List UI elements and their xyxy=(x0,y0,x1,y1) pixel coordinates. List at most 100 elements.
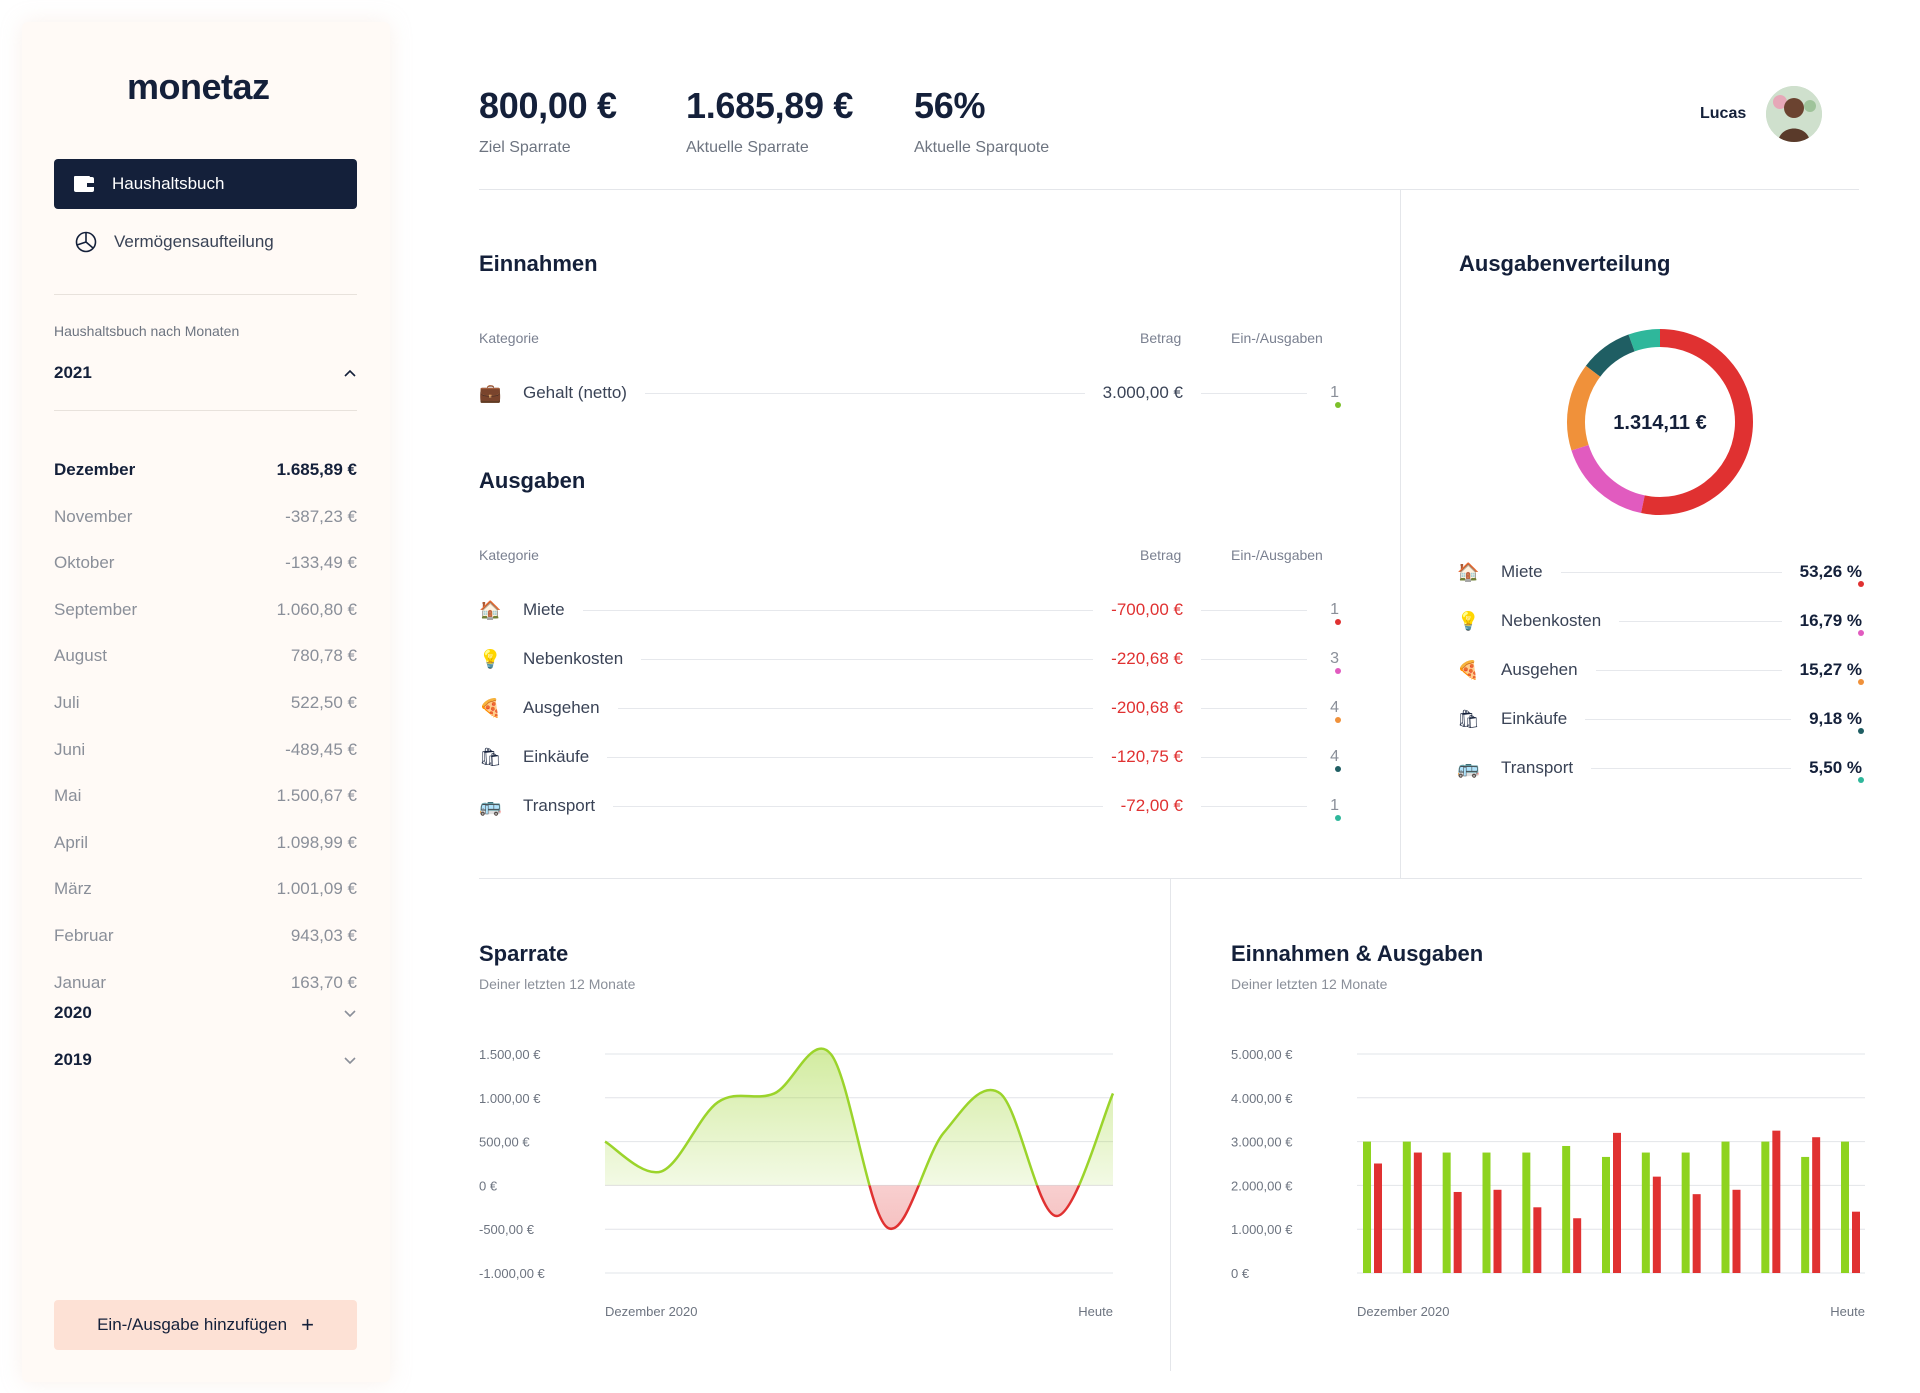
chevron-up-icon xyxy=(344,369,356,377)
nav-item-haushaltsbuch[interactable]: Haushaltsbuch xyxy=(54,159,357,209)
leader-line xyxy=(641,658,1094,660)
category-color-dot xyxy=(1858,777,1864,783)
amount: -72,00 € xyxy=(1120,796,1183,815)
add-transaction-button[interactable]: Ein-/Ausgabe hinzufügen + xyxy=(54,1300,357,1350)
y-tick-label: 0 € xyxy=(1231,1266,1250,1281)
column-header-count: Ein-/Ausgaben xyxy=(1231,330,1323,346)
nav-item-vermoegensaufteilung[interactable]: Vermögensaufteilung xyxy=(54,217,357,267)
sidebar: monetaz Haushaltsbuch Vermögensaufteilun… xyxy=(22,22,390,1382)
leader-line xyxy=(613,805,1103,807)
donut-slice xyxy=(1571,444,1646,514)
month-name: Mai xyxy=(54,786,82,806)
amount: -120,75 € xyxy=(1111,747,1183,766)
divider xyxy=(54,410,357,411)
month-balance: 1.060,80 € xyxy=(276,599,357,619)
transaction-count: 1 xyxy=(1330,384,1339,401)
month-balance: 1.098,99 € xyxy=(276,832,357,852)
month-name: Januar xyxy=(54,972,106,992)
month-name: September xyxy=(54,599,138,619)
category-color-dot xyxy=(1858,630,1864,636)
distribution-row[interactable]: 💡 Nebenkosten 16,79 % xyxy=(1457,606,1864,636)
category-name: Einkäufe xyxy=(523,747,590,766)
table-row[interactable]: 💡 Nebenkosten -220,68 € 3 xyxy=(479,644,1341,674)
month-balance: 1.500,67 € xyxy=(276,786,357,806)
leader-line xyxy=(607,756,1094,758)
income-expense-chart-subtitle: Deiner letzten 12 Monate xyxy=(1231,976,1388,992)
shopping-bags-icon: 🛍 xyxy=(479,746,502,767)
leader-line xyxy=(1201,707,1307,709)
distribution-row[interactable]: 🏠 Miete 53,26 % xyxy=(1457,557,1864,587)
x-end-label: Heute xyxy=(1830,1304,1865,1319)
month-balance: -133,49 € xyxy=(285,553,357,573)
category-percent: 15,27 % xyxy=(1799,660,1862,679)
month-balance: 163,70 € xyxy=(290,972,357,992)
y-tick-label: 0 € xyxy=(479,1178,498,1193)
saving-chart-subtitle: Deiner letzten 12 Monate xyxy=(479,976,636,992)
month-row[interactable]: Juni -489,45 € xyxy=(54,735,357,765)
month-row[interactable]: September 1.060,80 € xyxy=(54,595,357,625)
section-divider xyxy=(479,878,1862,879)
year-label: 2020 xyxy=(54,1003,92,1022)
donut-slice xyxy=(1585,334,1635,377)
avatar[interactable] xyxy=(1766,86,1823,142)
y-tick-label: 500,00 € xyxy=(479,1135,530,1150)
month-row[interactable]: Mai 1.500,67 € xyxy=(54,781,357,811)
category-percent: 9,18 % xyxy=(1809,709,1862,728)
month-balance: 1.001,09 € xyxy=(276,879,357,899)
table-row[interactable]: 🏠 Miete -700,00 € 1 xyxy=(479,595,1341,625)
briefcase-icon: 💼 xyxy=(479,382,502,403)
amount: -200,68 € xyxy=(1111,698,1183,717)
year-toggle-2019[interactable]: 2019 xyxy=(54,1043,357,1077)
nav-item-label: Haushaltsbuch xyxy=(112,174,225,193)
y-tick-label: 1.000,00 € xyxy=(479,1091,541,1106)
lightbulb-icon: 💡 xyxy=(1457,610,1480,631)
month-row[interactable]: November -387,23 € xyxy=(54,502,357,532)
saving-chart-title: Sparrate xyxy=(479,941,569,966)
y-tick-label: 1.500,00 € xyxy=(479,1047,541,1062)
y-tick-label: -1.000,00 € xyxy=(479,1266,546,1281)
donut-total: 1.314,11 € xyxy=(1613,412,1706,434)
month-row[interactable]: Dezember 1.685,89 € xyxy=(54,455,357,485)
table-row[interactable]: 🍕 Ausgehen -200,68 € 4 xyxy=(479,693,1341,723)
column-header-amount: Betrag xyxy=(1140,330,1182,346)
month-row[interactable]: August 780,78 € xyxy=(54,641,357,671)
kpi-value: 1.685,89 € xyxy=(686,85,854,126)
month-row[interactable]: Januar 163,70 € xyxy=(54,968,357,998)
app-logo[interactable]: monetaz xyxy=(127,66,270,107)
month-row[interactable]: Juli 522,50 € xyxy=(54,688,357,718)
distribution-row[interactable]: 🚌 Transport 5,50 % xyxy=(1457,753,1864,783)
transaction-count: 4 xyxy=(1330,748,1339,765)
chevron-down-icon xyxy=(344,1010,356,1018)
distribution-row[interactable]: 🛍 Einkäufe 9,18 % xyxy=(1457,704,1864,734)
month-row[interactable]: März 1.001,09 € xyxy=(54,874,357,904)
year-toggle-2021[interactable]: 2021 xyxy=(54,356,357,390)
lightbulb-icon: 💡 xyxy=(479,648,502,669)
category-color-dot xyxy=(1858,679,1864,685)
year-label: 2019 xyxy=(54,1050,92,1069)
month-row[interactable]: April 1.098,99 € xyxy=(54,828,357,858)
year-toggle-2020[interactable]: 2020 xyxy=(54,996,357,1030)
saving-line-negative xyxy=(868,1185,1081,1231)
wallet-icon xyxy=(74,176,94,192)
income-bar xyxy=(1681,1152,1690,1273)
table-row[interactable]: 🚌 Transport -72,00 € 1 xyxy=(479,791,1341,821)
category-name: Nebenkosten xyxy=(523,649,624,668)
distribution-row[interactable]: 🍕 Ausgehen 15,27 % xyxy=(1457,655,1864,685)
x-end-label: Heute xyxy=(1078,1304,1113,1319)
income-bar xyxy=(1641,1152,1650,1273)
category-color-dot xyxy=(1858,581,1864,587)
expense-donut-chart: 1.314,11 € xyxy=(1567,329,1753,515)
table-row[interactable]: 🛍 Einkäufe -120,75 € 4 xyxy=(479,742,1341,772)
category-color-dot xyxy=(1335,717,1341,723)
category-name: Ausgehen xyxy=(523,698,600,717)
month-row[interactable]: Februar 943,03 € xyxy=(54,921,357,951)
expense-bar xyxy=(1732,1189,1741,1273)
user-menu[interactable]: Lucas xyxy=(1700,86,1823,142)
month-row[interactable]: Oktober -133,49 € xyxy=(54,548,357,578)
kpi-caption: Ziel Sparrate xyxy=(479,139,571,156)
income-bar xyxy=(1721,1141,1730,1273)
leader-line xyxy=(1591,767,1792,769)
table-row[interactable]: 💼 Gehalt (netto) 3.000,00 € 1 xyxy=(479,378,1341,408)
y-tick-label: 1.000,00 € xyxy=(1231,1222,1293,1237)
distribution-title: Ausgabenverteilung xyxy=(1459,251,1671,276)
